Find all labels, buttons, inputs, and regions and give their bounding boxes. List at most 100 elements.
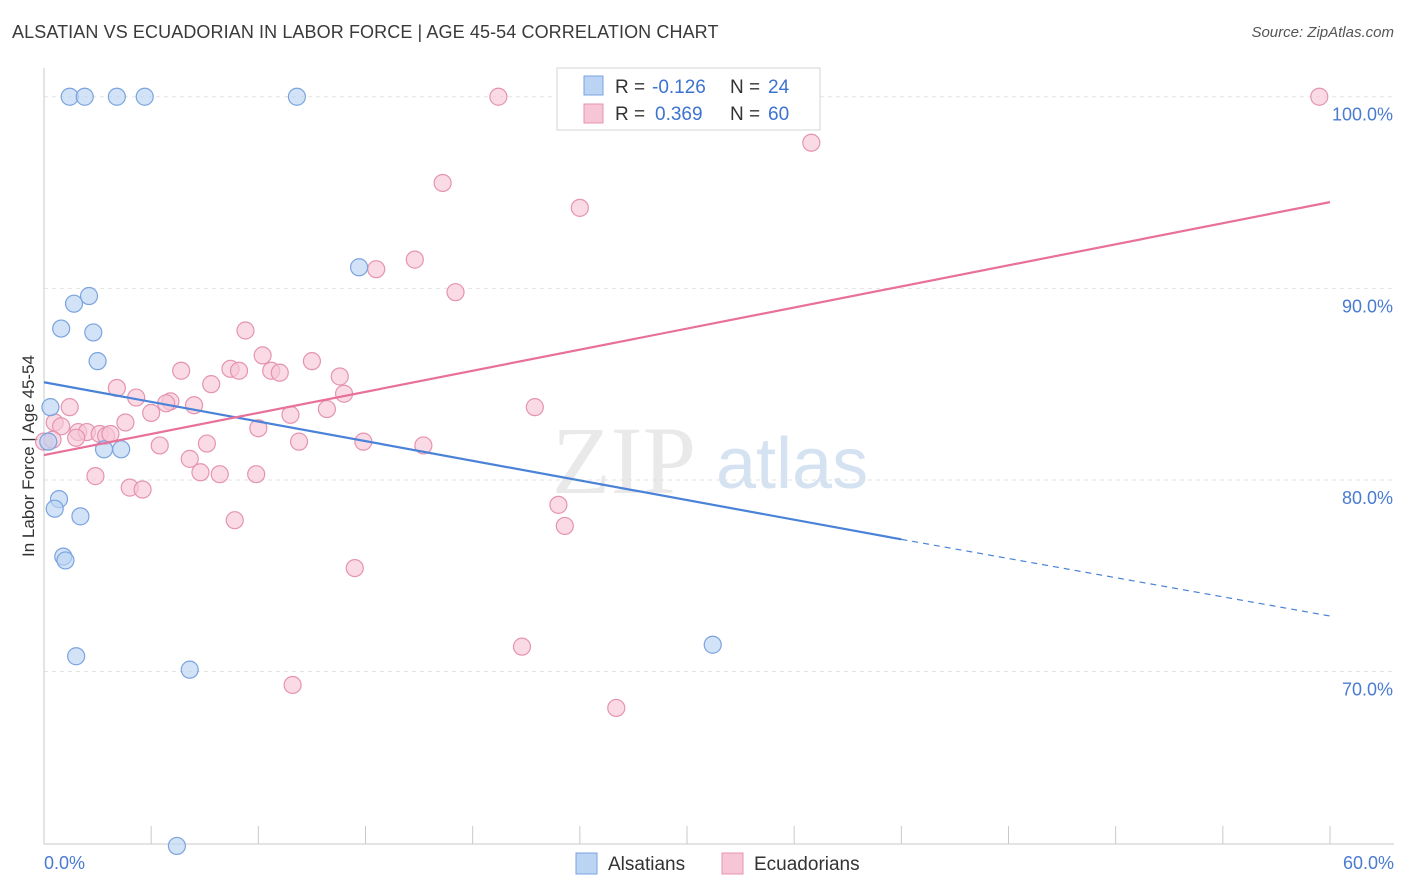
legend-r-value-ecuadorians: 0.369 (655, 104, 703, 125)
series-legend-swatch-alsatians (575, 852, 598, 875)
series-legend-label-ecuadorians: Ecuadorians (754, 854, 860, 875)
y-tick-label: 90.0% (1342, 296, 1393, 316)
alsatians-points (39, 87, 722, 856)
data-point (345, 558, 364, 578)
data-point (549, 495, 568, 514)
data-point (225, 511, 244, 530)
y-tick-label: 80.0% (1342, 488, 1393, 508)
data-point (107, 87, 126, 106)
series-legend-swatch-ecuadorians (721, 852, 744, 875)
x-ticks (43, 826, 1331, 844)
data-point (446, 283, 465, 302)
ecuadorians-trend-line (43, 201, 1331, 457)
data-point (133, 480, 152, 499)
ecuadorians-points (34, 87, 1329, 718)
data-point (180, 449, 199, 468)
series-legend-label-alsatians: Alsatians (608, 854, 685, 875)
data-point (88, 352, 107, 371)
legend-swatch-alsatians (583, 75, 604, 96)
data-point (56, 551, 75, 570)
data-point (172, 361, 191, 380)
data-point (802, 133, 821, 152)
data-point (75, 87, 94, 106)
x-tick-label-max: 60.0% (1343, 853, 1394, 873)
data-point (330, 367, 349, 386)
data-point (525, 398, 544, 417)
data-point (555, 516, 574, 536)
watermark-atlas: atlas (716, 424, 868, 504)
legend-r-label-ecuadorians: R = (615, 104, 645, 125)
data-point (45, 499, 64, 518)
data-point (116, 413, 135, 432)
data-point (270, 363, 289, 382)
data-point (52, 319, 71, 338)
data-point (433, 173, 452, 193)
data-point (60, 398, 79, 417)
watermark: ZIP atlas (552, 407, 868, 514)
data-point (317, 399, 337, 419)
data-point (150, 436, 169, 455)
data-point (253, 346, 272, 365)
data-point (283, 675, 302, 695)
series-legend: Alsatians Ecuadorians (575, 852, 860, 875)
data-point (229, 361, 249, 380)
correlation-legend: R = -0.126 N = 24 R = 0.369 N = 60 (556, 67, 821, 131)
chart-source: Source: ZipAtlas.com (1251, 24, 1394, 41)
data-point (489, 87, 508, 106)
legend-r-value-alsatians: -0.126 (652, 77, 706, 98)
data-point (287, 87, 307, 106)
data-point (84, 323, 103, 342)
watermark-zip: ZIP (552, 407, 696, 514)
legend-r-label-alsatians: R = (615, 77, 645, 98)
data-point (302, 352, 322, 371)
data-point (180, 660, 199, 679)
data-point (86, 467, 105, 486)
legend-n-label-ecuadorians: N = (730, 104, 760, 125)
data-point (210, 465, 229, 484)
data-point (79, 286, 99, 306)
alsatians-trend-line (43, 381, 902, 541)
data-point (249, 419, 268, 438)
data-point (512, 637, 532, 656)
data-point (135, 87, 154, 106)
y-axis-title: In Labor Force | Age 45-54 (19, 355, 38, 557)
data-point (405, 250, 424, 269)
data-point (367, 260, 386, 279)
chart-title: ALSATIAN VS ECUADORIAN IN LABOR FORCE | … (12, 22, 719, 42)
legend-n-value-alsatians: 24 (768, 77, 790, 98)
x-tick-label-min: 0.0% (44, 853, 85, 873)
data-point (236, 321, 255, 340)
data-point (52, 417, 71, 436)
y-tick-label: 70.0% (1342, 680, 1393, 700)
data-point (41, 398, 60, 417)
data-point (414, 436, 433, 455)
data-point (167, 836, 186, 856)
data-point (247, 465, 266, 484)
y-tick-labels: 70.0% 80.0% 90.0% 100.0% (1332, 105, 1393, 700)
data-point (202, 375, 221, 394)
data-point (349, 258, 369, 277)
data-point (67, 428, 86, 447)
data-point (703, 635, 722, 654)
data-point (607, 698, 626, 718)
data-point (289, 432, 309, 451)
data-point (67, 647, 86, 666)
data-point (191, 463, 210, 482)
data-point (1310, 87, 1329, 106)
data-point (71, 507, 90, 526)
data-point (197, 434, 216, 453)
trend-lines (43, 201, 1331, 617)
legend-swatch-ecuadorians (583, 103, 604, 124)
data-point (142, 403, 161, 422)
data-point (334, 384, 354, 403)
legend-n-value-ecuadorians: 60 (768, 104, 789, 125)
y-tick-label: 100.0% (1332, 105, 1393, 125)
data-point (112, 440, 131, 459)
data-point (64, 294, 84, 313)
gridlines (44, 96, 1394, 673)
data-point (39, 432, 58, 451)
legend-n-label-alsatians: N = (730, 77, 760, 98)
data-point (570, 198, 589, 217)
alsatians-trend-extension (901, 538, 1331, 617)
